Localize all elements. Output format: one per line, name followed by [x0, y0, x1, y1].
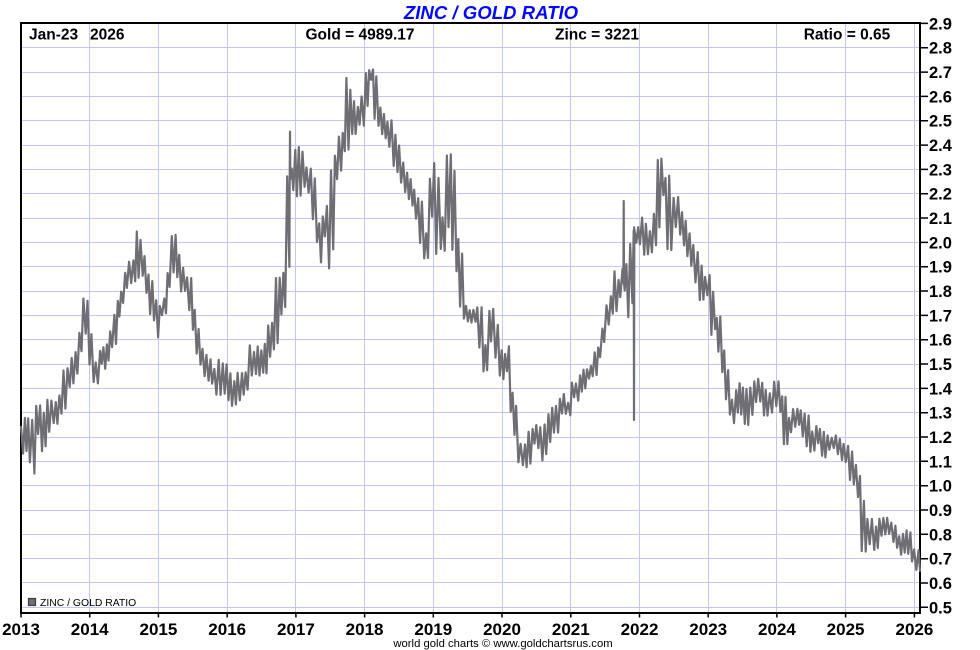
svg-text:0.5: 0.5 — [929, 599, 952, 617]
svg-text:2.9: 2.9 — [929, 15, 952, 33]
svg-text:2015: 2015 — [139, 620, 177, 639]
svg-text:2.5: 2.5 — [929, 113, 952, 131]
svg-text:2014: 2014 — [71, 620, 109, 639]
svg-text:2017: 2017 — [277, 620, 315, 639]
svg-text:2026: 2026 — [90, 27, 125, 44]
svg-text:2.7: 2.7 — [929, 64, 952, 82]
svg-text:0.8: 0.8 — [929, 526, 952, 544]
svg-text:2.6: 2.6 — [929, 88, 952, 106]
svg-text:1.4: 1.4 — [929, 380, 953, 398]
svg-text:Jan-23: Jan-23 — [29, 27, 78, 44]
svg-text:ZINC / GOLD RATIO: ZINC / GOLD RATIO — [40, 598, 136, 609]
svg-text:1.1: 1.1 — [929, 453, 952, 471]
svg-text:1.6: 1.6 — [929, 332, 952, 350]
svg-text:1.5: 1.5 — [929, 356, 952, 374]
svg-text:Gold = 4989.17: Gold = 4989.17 — [306, 27, 415, 44]
svg-text:0.6: 0.6 — [929, 575, 952, 593]
svg-text:Zinc = 3221: Zinc = 3221 — [555, 27, 639, 44]
svg-text:1.2: 1.2 — [929, 429, 952, 447]
svg-text:2016: 2016 — [208, 620, 246, 639]
svg-text:1.3: 1.3 — [929, 405, 952, 423]
svg-text:world gold charts © www.goldch: world gold charts © www.goldchartsrus.co… — [392, 638, 612, 650]
svg-text:2.1: 2.1 — [929, 210, 952, 228]
svg-text:2024: 2024 — [758, 620, 796, 639]
svg-text:2013: 2013 — [2, 620, 40, 639]
svg-text:2018: 2018 — [346, 620, 384, 639]
svg-text:2.3: 2.3 — [929, 161, 952, 179]
svg-text:1.7: 1.7 — [929, 307, 952, 325]
svg-text:2.0: 2.0 — [929, 234, 952, 252]
svg-text:1.8: 1.8 — [929, 283, 952, 301]
svg-text:ZINC / GOLD RATIO: ZINC / GOLD RATIO — [403, 2, 579, 23]
svg-text:1.0: 1.0 — [929, 478, 952, 496]
svg-text:0.9: 0.9 — [929, 502, 952, 520]
svg-text:0.7: 0.7 — [929, 551, 952, 569]
svg-text:2.8: 2.8 — [929, 40, 952, 58]
svg-text:2025: 2025 — [827, 620, 865, 639]
svg-text:2022: 2022 — [621, 620, 659, 639]
svg-text:Ratio = 0.65: Ratio = 0.65 — [804, 27, 891, 44]
svg-text:2.4: 2.4 — [929, 137, 953, 155]
svg-text:2023: 2023 — [689, 620, 727, 639]
svg-text:2.2: 2.2 — [929, 186, 952, 204]
svg-text:2020: 2020 — [483, 620, 521, 639]
svg-text:2026: 2026 — [895, 620, 933, 639]
svg-text:2021: 2021 — [552, 620, 590, 639]
svg-text:2019: 2019 — [414, 620, 452, 639]
svg-text:1.9: 1.9 — [929, 259, 952, 277]
